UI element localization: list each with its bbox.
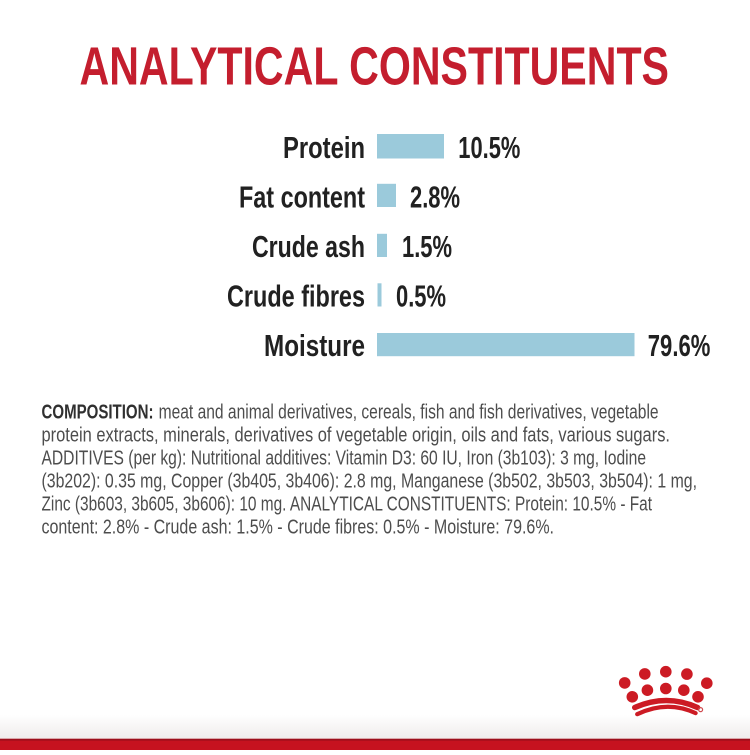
svg-text:10.5%: 10.5% xyxy=(458,131,520,165)
svg-text:Crude fibres: Crude fibres xyxy=(227,280,365,314)
svg-text:ADDITIVES (per kg): Nutritiona: ADDITIVES (per kg): Nutritional additive… xyxy=(42,446,647,469)
svg-text:79.6%: 79.6% xyxy=(648,329,711,363)
svg-text:0.5%: 0.5% xyxy=(396,280,446,314)
svg-text:Crude ash: Crude ash xyxy=(252,230,365,264)
svg-text:Zinc (3b603, 3b605, 3b606): 10: Zinc (3b603, 3b605, 3b606): 10 mg. ANALY… xyxy=(42,492,653,515)
svg-text:2.8%: 2.8% xyxy=(410,180,460,214)
svg-text:(3b202): 0.35 mg, Copper (3b40: (3b202): 0.35 mg, Copper (3b405, 3b406):… xyxy=(42,469,698,492)
svg-text:Protein: Protein xyxy=(283,131,365,165)
svg-text:content: 2.8% - Crude ash: 1.5: content: 2.8% - Crude ash: 1.5% - Crude … xyxy=(42,515,555,538)
svg-text:ANALYTICAL CONSTITUENTS: ANALYTICAL CONSTITUENTS xyxy=(80,37,670,97)
svg-text:COMPOSITION:: COMPOSITION: xyxy=(42,401,154,424)
svg-text:1.5%: 1.5% xyxy=(402,230,452,264)
svg-text:Moisture: Moisture xyxy=(264,329,365,363)
svg-text:protein extracts, minerals, de: protein extracts, minerals, derivatives … xyxy=(42,424,671,447)
svg-text:Fat content: Fat content xyxy=(239,180,365,214)
svg-text:meat and animal derivatives, c: meat and animal derivatives, cereals, fi… xyxy=(159,401,659,424)
